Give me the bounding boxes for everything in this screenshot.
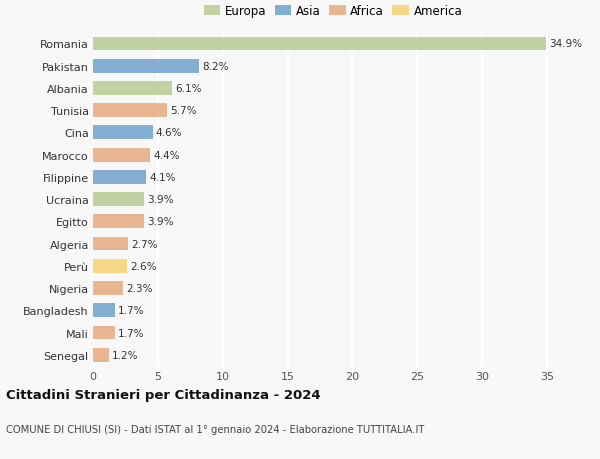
Text: COMUNE DI CHIUSI (SI) - Dati ISTAT al 1° gennaio 2024 - Elaborazione TUTTITALIA.: COMUNE DI CHIUSI (SI) - Dati ISTAT al 1°… <box>6 425 424 435</box>
Text: 34.9%: 34.9% <box>549 39 582 49</box>
Text: 8.2%: 8.2% <box>203 62 229 72</box>
Text: 1.2%: 1.2% <box>112 350 139 360</box>
Text: 5.7%: 5.7% <box>170 106 197 116</box>
Text: 2.6%: 2.6% <box>130 261 157 271</box>
Text: 2.3%: 2.3% <box>126 284 152 293</box>
Bar <box>93 304 115 318</box>
Bar <box>93 215 143 229</box>
Text: 4.4%: 4.4% <box>154 150 180 160</box>
Bar <box>93 126 152 140</box>
Bar <box>93 148 150 162</box>
Legend: Europa, Asia, Africa, America: Europa, Asia, Africa, America <box>199 0 467 23</box>
Bar <box>93 237 128 251</box>
Bar <box>93 60 199 73</box>
Text: 4.6%: 4.6% <box>156 128 182 138</box>
Bar <box>93 348 109 362</box>
Text: 4.1%: 4.1% <box>149 173 176 183</box>
Bar <box>93 193 143 207</box>
Text: Cittadini Stranieri per Cittadinanza - 2024: Cittadini Stranieri per Cittadinanza - 2… <box>6 388 320 401</box>
Bar <box>93 259 127 273</box>
Text: 3.9%: 3.9% <box>147 195 173 205</box>
Bar <box>93 104 167 118</box>
Bar <box>93 281 123 295</box>
Bar <box>93 82 172 95</box>
Text: 1.7%: 1.7% <box>118 328 145 338</box>
Bar <box>93 326 115 340</box>
Text: 1.7%: 1.7% <box>118 306 145 316</box>
Bar <box>93 38 546 51</box>
Text: 6.1%: 6.1% <box>175 84 202 94</box>
Text: 2.7%: 2.7% <box>131 239 158 249</box>
Text: 3.9%: 3.9% <box>147 217 173 227</box>
Bar <box>93 171 146 185</box>
